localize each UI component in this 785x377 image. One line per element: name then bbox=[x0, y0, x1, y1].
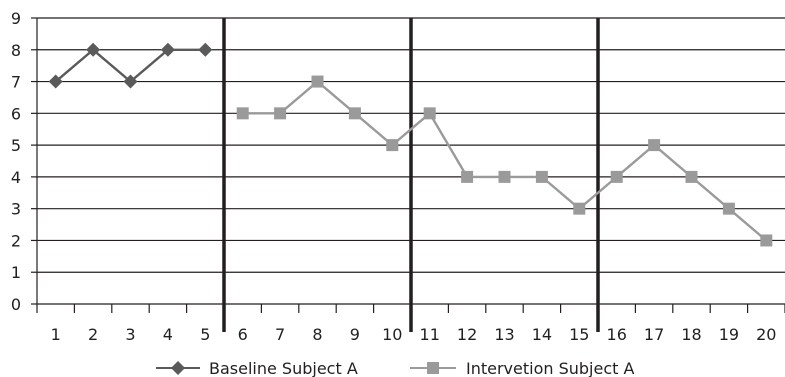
data-point bbox=[760, 234, 773, 247]
x-axis: 1 2 3 4 5 6 7 8 9 10 11 12 13 14 15 16 17 18 19 20 bbox=[36, 304, 785, 344]
data-point bbox=[423, 107, 436, 120]
legend-square-icon bbox=[427, 362, 439, 374]
x-tick-label: 13 bbox=[494, 325, 514, 344]
y-tick-label: 6 bbox=[11, 104, 21, 123]
data-point bbox=[123, 74, 138, 89]
y-tick-label: 5 bbox=[11, 136, 21, 155]
x-tick-label: 6 bbox=[238, 325, 248, 344]
series-line bbox=[242, 79, 768, 242]
data-point bbox=[348, 107, 361, 120]
x-tick-label: 2 bbox=[88, 325, 98, 344]
data-point bbox=[685, 170, 698, 183]
data-point bbox=[386, 139, 399, 152]
legend-diamond-icon bbox=[171, 361, 185, 375]
x-tick-label: 18 bbox=[681, 325, 701, 344]
data-point bbox=[461, 170, 474, 183]
series-group bbox=[48, 42, 773, 247]
data-point bbox=[160, 42, 175, 57]
x-tick-label: 8 bbox=[312, 325, 322, 344]
x-tick-label: 10 bbox=[382, 325, 402, 344]
data-point bbox=[274, 107, 287, 120]
legend-label-intervention: Intervetion Subject A bbox=[466, 359, 635, 377]
y-tick-label: 9 bbox=[11, 9, 21, 28]
y-tick-label: 7 bbox=[11, 73, 21, 92]
data-point bbox=[311, 75, 324, 88]
x-tick-label: 19 bbox=[719, 325, 739, 344]
data-point bbox=[236, 107, 249, 120]
y-axis: 0 1 2 3 4 5 6 7 8 9 bbox=[11, 9, 38, 314]
y-tick-label: 8 bbox=[11, 41, 21, 60]
series-intervention bbox=[236, 75, 773, 247]
y-tick-label: 1 bbox=[11, 263, 21, 282]
x-tick-label: 7 bbox=[275, 325, 285, 344]
legend-label-baseline: Baseline Subject A bbox=[209, 359, 358, 377]
x-tick-label: 20 bbox=[756, 325, 776, 344]
x-tick-label: 3 bbox=[125, 325, 135, 344]
x-tick-label: 16 bbox=[607, 325, 627, 344]
x-tick-label: 12 bbox=[457, 325, 477, 344]
x-tick-label: 15 bbox=[569, 325, 589, 344]
y-tick-label: 0 bbox=[11, 295, 21, 314]
x-tick-label: 14 bbox=[532, 325, 552, 344]
x-tick-label: 17 bbox=[644, 325, 664, 344]
data-point bbox=[648, 139, 661, 152]
legend-item-baseline: Baseline Subject A bbox=[156, 359, 358, 377]
data-point bbox=[722, 202, 735, 215]
legend-item-intervention: Intervetion Subject A bbox=[410, 359, 635, 377]
data-point bbox=[535, 170, 548, 183]
legend: Baseline Subject A Intervetion Subject A bbox=[156, 359, 635, 377]
data-point bbox=[86, 42, 101, 57]
x-tick-label: 9 bbox=[350, 325, 360, 344]
data-point bbox=[610, 170, 623, 183]
series-baseline bbox=[48, 42, 213, 89]
x-tick-label: 5 bbox=[200, 325, 210, 344]
y-tick-label: 2 bbox=[11, 231, 21, 250]
data-point bbox=[198, 42, 213, 57]
x-tick-label: 4 bbox=[163, 325, 173, 344]
y-tick-label: 3 bbox=[11, 200, 21, 219]
y-tick-label: 4 bbox=[11, 168, 21, 187]
phase-change-lines bbox=[222, 18, 600, 332]
data-point bbox=[48, 74, 63, 89]
x-tick-label: 11 bbox=[420, 325, 440, 344]
data-point bbox=[498, 170, 511, 183]
x-tick-label: 1 bbox=[51, 325, 61, 344]
data-point bbox=[573, 202, 586, 215]
